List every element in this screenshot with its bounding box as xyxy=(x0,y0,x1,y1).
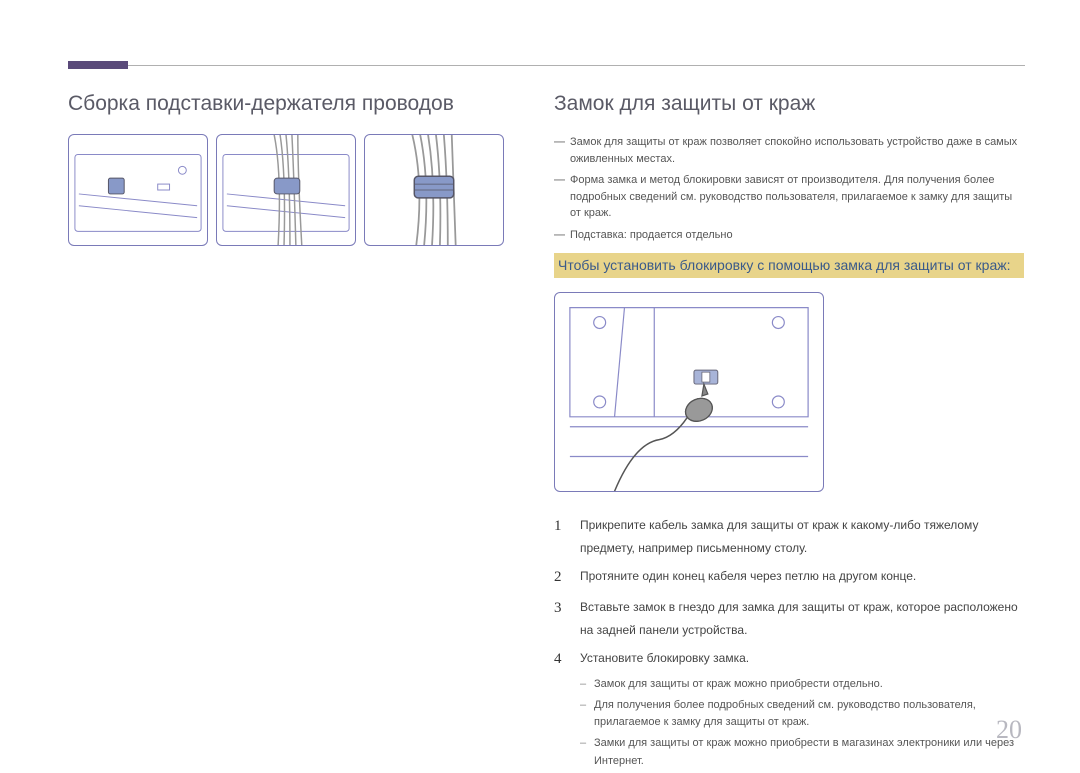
lock-diagram xyxy=(554,292,824,492)
header-accent xyxy=(68,61,128,69)
step-number: 1 xyxy=(554,512,580,560)
step-item: 4 Установите блокировку замка. xyxy=(554,645,1024,674)
diagram-1 xyxy=(68,134,208,246)
step-text: Вставьте замок в гнездо для замка для за… xyxy=(580,594,1024,642)
step-number: 3 xyxy=(554,594,580,642)
step-text: Прикрепите кабель замка для защиты от кр… xyxy=(580,512,1024,560)
steps-list: 1 Прикрепите кабель замка для защиты от … xyxy=(554,512,1024,673)
right-column: Замок для защиты от краж ― Замок для защ… xyxy=(554,92,1024,773)
dash-icon: ― xyxy=(554,227,570,244)
note-item: ― Форма замка и метод блокировки зависят… xyxy=(554,172,1024,222)
sub-note-item: ‒ Замки для защиты от краж можно приобре… xyxy=(580,735,1024,770)
step-item: 3 Вставьте замок в гнездо для замка для … xyxy=(554,594,1024,642)
step-text: Установите блокировку замка. xyxy=(580,645,1024,674)
sub-note-item: ‒ Для получения более подробных сведений… xyxy=(580,697,1024,732)
cable-holder-diagrams xyxy=(68,134,513,246)
dash-icon: ‒ xyxy=(580,697,594,732)
step-text: Протяните один конец кабеля через петлю … xyxy=(580,563,1024,592)
note-item: ― Замок для защиты от краж позволяет спо… xyxy=(554,134,1024,167)
right-heading: Замок для защиты от краж xyxy=(554,92,1024,116)
sub-note-text: Замки для защиты от краж можно приобрест… xyxy=(594,735,1024,770)
instruction-heading: Чтобы установить блокировку с помощью за… xyxy=(554,253,1024,278)
sub-note-item: ‒ Замок для защиты от краж можно приобре… xyxy=(580,676,1024,694)
page-number: 20 xyxy=(996,715,1022,745)
diagram-3 xyxy=(364,134,504,246)
diagram-2 xyxy=(216,134,356,246)
step-item: 1 Прикрепите кабель замка для защиты от … xyxy=(554,512,1024,560)
dash-icon: ‒ xyxy=(580,735,594,770)
intro-notes: ― Замок для защиты от краж позволяет спо… xyxy=(554,134,1024,243)
left-column: Сборка подставки-держателя проводов xyxy=(68,92,513,246)
note-text: Подставка: продается отдельно xyxy=(570,227,1024,244)
step-number: 4 xyxy=(554,645,580,674)
sub-note-text: Замок для защиты от краж можно приобрест… xyxy=(594,676,1024,694)
note-item: ― Подставка: продается отдельно xyxy=(554,227,1024,244)
dash-icon: ― xyxy=(554,172,570,222)
dash-icon: ― xyxy=(554,134,570,167)
note-text: Замок для защиты от краж позволяет споко… xyxy=(570,134,1024,167)
left-heading: Сборка подставки-держателя проводов xyxy=(68,92,513,116)
note-text: Форма замка и метод блокировки зависят о… xyxy=(570,172,1024,222)
header-rule xyxy=(68,65,1025,66)
step-item: 2 Протяните один конец кабеля через петл… xyxy=(554,563,1024,592)
dash-icon: ‒ xyxy=(580,676,594,694)
sub-note-text: Для получения более подробных сведений с… xyxy=(594,697,1024,732)
step-number: 2 xyxy=(554,563,580,592)
sub-notes: ‒ Замок для защиты от краж можно приобре… xyxy=(580,676,1024,770)
